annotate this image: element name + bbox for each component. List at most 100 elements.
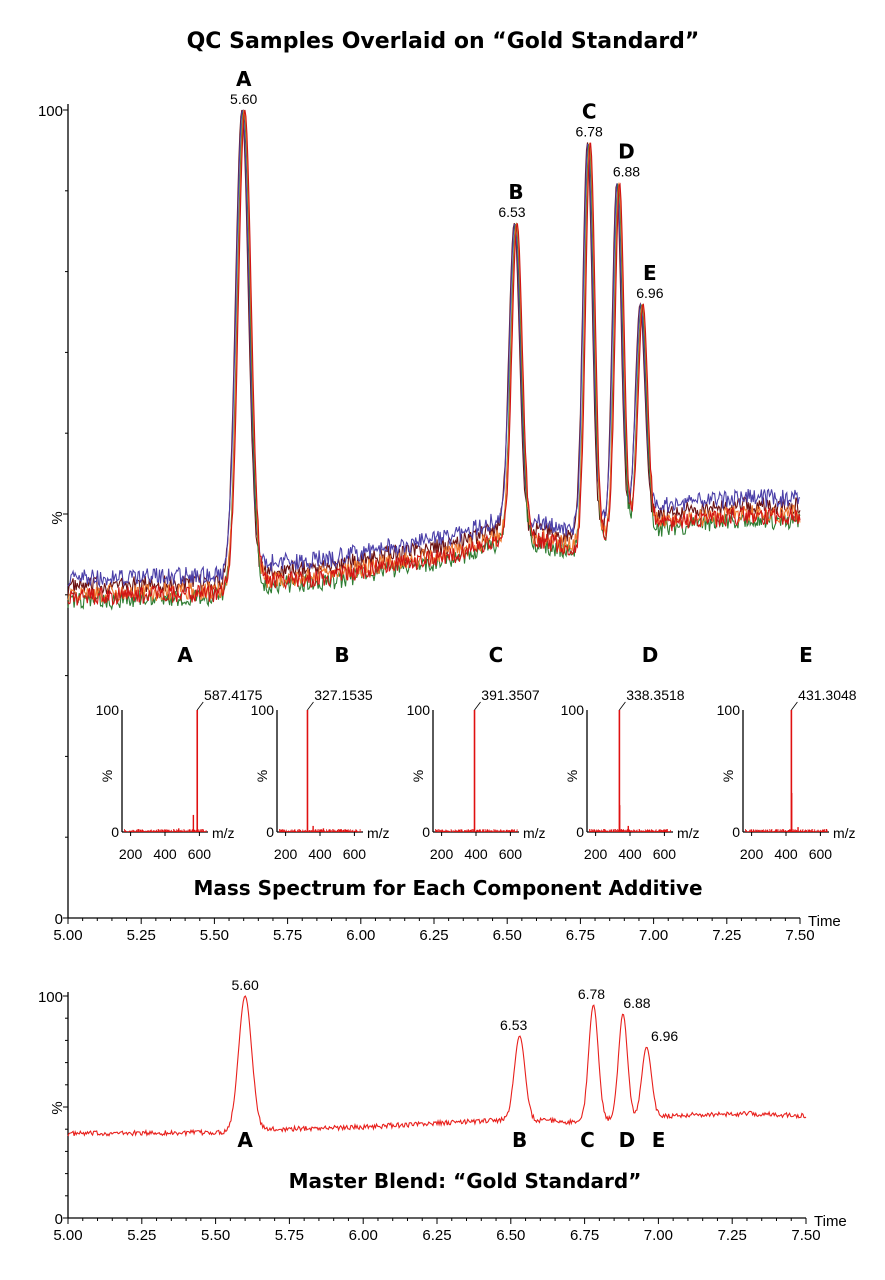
ms-label-leader bbox=[791, 701, 798, 711]
ms-base-peak-label: 431.3048 bbox=[798, 687, 857, 703]
ms-base-peak-label: 587.4175 bbox=[204, 687, 263, 703]
peak-letter-E: E bbox=[652, 1128, 666, 1152]
x-tick-label: 6.75 bbox=[570, 1227, 599, 1244]
ms-label-leader bbox=[196, 701, 204, 711]
ms-y-tick-0: 0 bbox=[422, 824, 430, 840]
ms-x-tick-label: 200 bbox=[274, 846, 298, 862]
chromatogram-series-3 bbox=[67, 109, 801, 604]
x-tick-label: 7.50 bbox=[785, 927, 814, 944]
x-tick-label: 7.25 bbox=[712, 927, 741, 944]
ms-y-axis-label: % bbox=[564, 770, 580, 782]
ms-x-tick-label: 400 bbox=[153, 846, 177, 862]
ms-x-tick-label: 400 bbox=[308, 846, 332, 862]
ms-noise bbox=[435, 829, 518, 832]
main-y-ticks bbox=[63, 109, 68, 919]
x-tick-label: 6.50 bbox=[493, 927, 522, 944]
gold-x-ticks: 5.00 5.25 5.50 5.75 6.00 6.25 6.50 6.75 7.00 7.25… bbox=[53, 1218, 821, 1244]
main-x-axis-label: Time bbox=[808, 913, 841, 930]
gold-chart-title: Master Blend: “Gold Standard” bbox=[289, 1169, 642, 1193]
peak-rt-label-E: 6.96 bbox=[651, 1028, 678, 1044]
x-tick-label: 5.25 bbox=[127, 927, 156, 944]
peak-rt-label-A: 5.60 bbox=[231, 977, 258, 993]
gold-y-tick-label-100: 100 bbox=[38, 989, 63, 1006]
main-series-group bbox=[67, 109, 801, 611]
ms-panel-letter: B bbox=[334, 643, 349, 667]
x-tick-label: 6.50 bbox=[496, 1227, 525, 1244]
main-y-axis-label: % bbox=[49, 511, 66, 524]
ms-x-tick-label: 200 bbox=[430, 846, 454, 862]
peak-rt-label-A: 5.60 bbox=[230, 91, 257, 107]
x-tick-label: 5.25 bbox=[127, 1227, 156, 1244]
gold-chart: 5.00 5.25 5.50 5.75 6.00 6.25 6.50 6.75 7.00 7.25… bbox=[38, 977, 847, 1244]
ms-x-tick-label: 200 bbox=[119, 846, 143, 862]
ms-x-tick-label: 600 bbox=[188, 846, 212, 862]
ms-y-axis-label: % bbox=[720, 770, 736, 782]
ms-x-axis-label: m/z bbox=[212, 825, 235, 841]
x-tick-label: 5.00 bbox=[53, 927, 82, 944]
ms-base-peak-label: 327.1535 bbox=[314, 687, 373, 703]
x-tick-label: 7.00 bbox=[644, 1227, 673, 1244]
main-peak-labels: 5.60A 6.53B 6.78C 6.88D 6.96E bbox=[230, 67, 664, 301]
x-tick-label: 7.50 bbox=[791, 1227, 820, 1244]
main-y-tick-label-100: 100 bbox=[38, 103, 63, 120]
ms-y-tick-100: 100 bbox=[251, 702, 275, 718]
ms-y-tick-100: 100 bbox=[407, 702, 431, 718]
main-chart: 5.00 5.25 5.50 5.75 6.00 6.25 6.50 6.75 7.00 7.25… bbox=[38, 67, 841, 944]
ms-label-leader bbox=[474, 701, 481, 711]
ms-label-leader bbox=[307, 701, 314, 711]
x-tick-label: 6.25 bbox=[422, 1227, 451, 1244]
ms-y-tick-100: 100 bbox=[561, 702, 585, 718]
x-tick-label: 5.50 bbox=[200, 927, 229, 944]
x-tick-label: 7.25 bbox=[718, 1227, 747, 1244]
peak-letter-D: D bbox=[618, 140, 635, 164]
peak-letter-E: E bbox=[643, 261, 657, 285]
peak-letter-A: A bbox=[237, 1128, 253, 1152]
gold-y-ticks bbox=[63, 995, 68, 1219]
x-tick-label: 6.25 bbox=[419, 927, 448, 944]
main-x-ticks: 5.00 5.25 5.50 5.75 6.00 6.25 6.50 6.75 7.00 7.25… bbox=[53, 918, 815, 944]
ms-x-tick-label: 200 bbox=[584, 846, 608, 862]
ms-x-axis-label: m/z bbox=[367, 825, 390, 841]
ms-label-leader bbox=[619, 701, 626, 711]
ms-y-tick-0: 0 bbox=[732, 824, 740, 840]
peak-rt-label-B: 6.53 bbox=[500, 1017, 527, 1033]
ms-x-tick-label: 400 bbox=[464, 846, 488, 862]
gold-series-group bbox=[67, 995, 807, 1138]
gold-x-axis-label: Time bbox=[814, 1213, 847, 1230]
peak-letter-D: D bbox=[619, 1128, 636, 1152]
peak-rt-label-D: 6.88 bbox=[613, 164, 640, 180]
ms-panel-letter: E bbox=[799, 643, 813, 667]
x-tick-label: 6.00 bbox=[346, 927, 375, 944]
chromatogram-series-1 bbox=[67, 109, 801, 588]
peak-rt-label-D: 6.88 bbox=[623, 995, 650, 1011]
ms-x-tick-label: 400 bbox=[774, 846, 798, 862]
ms-x-tick-label: 200 bbox=[740, 846, 764, 862]
x-tick-label: 7.00 bbox=[639, 927, 668, 944]
peak-letter-B: B bbox=[512, 1128, 527, 1152]
ms-y-tick-100: 100 bbox=[96, 702, 120, 718]
main-y-tick-label-0: 0 bbox=[55, 911, 63, 928]
ms-base-peak-label: 391.3507 bbox=[481, 687, 540, 703]
peak-rt-label-E: 6.96 bbox=[636, 285, 663, 301]
peak-letter-A: A bbox=[236, 67, 252, 91]
peak-letter-B: B bbox=[508, 180, 523, 204]
chromatogram-series-0 bbox=[67, 995, 807, 1138]
ms-noise bbox=[279, 829, 362, 832]
ms-y-tick-0: 0 bbox=[266, 824, 274, 840]
ms-x-axis-label: m/z bbox=[833, 825, 856, 841]
peak-letter-C: C bbox=[580, 1128, 595, 1152]
ms-x-tick-label: 400 bbox=[618, 846, 642, 862]
ms-x-axis-label: m/z bbox=[677, 825, 700, 841]
gold-peak-labels: 5.60 A 6.53 B 6.78 C 6.88 D 6.96 E bbox=[231, 977, 678, 1152]
x-tick-label: 5.50 bbox=[201, 1227, 230, 1244]
gold-y-axis-label: % bbox=[49, 1101, 66, 1114]
peak-rt-label-B: 6.53 bbox=[498, 204, 525, 220]
ms-y-tick-0: 0 bbox=[576, 824, 584, 840]
ms-y-axis-label: % bbox=[410, 770, 426, 782]
x-tick-label: 5.00 bbox=[53, 1227, 82, 1244]
